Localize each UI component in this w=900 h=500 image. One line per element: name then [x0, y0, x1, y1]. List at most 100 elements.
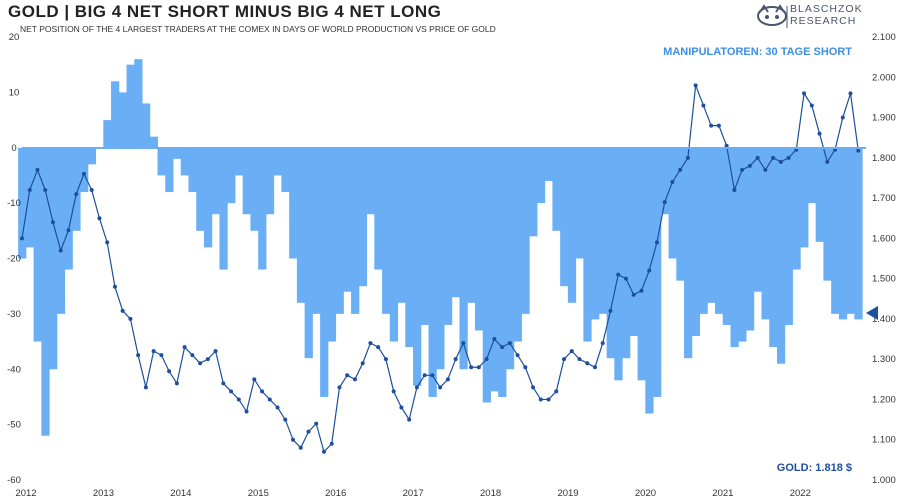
- area-bar: [142, 103, 151, 148]
- gold-price-point: [159, 353, 164, 358]
- gold-price-point: [817, 131, 822, 136]
- gold-price-point: [778, 159, 783, 164]
- area-bar: [188, 147, 197, 193]
- left-tick-label: 10: [9, 87, 20, 98]
- area-bar: [389, 147, 399, 342]
- right-tick-label: 1.800: [872, 153, 896, 164]
- area-bar: [467, 147, 476, 303]
- area-bar: [753, 147, 762, 292]
- gold-price-point: [182, 345, 187, 350]
- area-bar: [614, 147, 623, 381]
- x-tick-label: 2013: [93, 488, 114, 499]
- gold-price-point: [81, 171, 86, 176]
- gold-price-point: [740, 167, 745, 172]
- right-y-axis: 2.100 2.000 1.900 1.800 1.700 1.600 1.500 1.400…: [872, 32, 896, 486]
- gold-price-point: [190, 353, 195, 358]
- area-bar: [289, 147, 298, 259]
- gold-price-point: [120, 308, 125, 313]
- area-bar: [312, 147, 321, 314]
- x-tick-label: 2018: [480, 488, 501, 499]
- right-tick-label: 1.500: [872, 274, 896, 285]
- net-position-area-series: [18, 59, 863, 436]
- gold-price-point: [763, 167, 768, 172]
- area-bar: [529, 147, 538, 237]
- gold-price-point: [577, 357, 582, 362]
- gold-price-point: [151, 349, 156, 354]
- area-bar: [134, 59, 143, 148]
- gold-price-point: [66, 228, 71, 233]
- area-bar: [49, 147, 58, 370]
- gold-price-point: [414, 385, 419, 390]
- area-bar: [265, 147, 275, 215]
- gold-price-point: [685, 155, 690, 160]
- area-bar: [436, 147, 445, 370]
- gold-price-point: [128, 316, 133, 321]
- area-bar: [482, 147, 491, 403]
- left-tick-label: 0: [11, 143, 16, 154]
- gold-price-point: [213, 349, 218, 354]
- gold-price-point: [631, 292, 636, 297]
- gold-price-point: [360, 361, 365, 366]
- area-bar: [420, 147, 430, 325]
- chart-title: GOLD | BIG 4 NET SHORT MINUS BIG 4 NET L…: [8, 2, 442, 21]
- area-bar: [691, 147, 701, 337]
- area-bar: [769, 147, 778, 348]
- gold-price-point: [105, 240, 110, 245]
- area-bar: [722, 147, 731, 325]
- left-tick-label: -30: [7, 309, 21, 320]
- area-bar: [351, 147, 360, 314]
- area-bar: [165, 147, 174, 193]
- area-bar: [567, 147, 577, 303]
- right-tick-label: 2.000: [872, 72, 896, 83]
- right-tick-label: 1.700: [872, 193, 896, 204]
- area-bar: [444, 147, 453, 325]
- brand-line-1: BLASCHZOK: [790, 3, 863, 15]
- gold-price-point: [755, 155, 760, 160]
- gold-price-point: [399, 405, 404, 410]
- current-level-marker: [866, 306, 878, 320]
- area-bar: [343, 147, 352, 292]
- gold-price-point: [585, 361, 590, 366]
- area-bar: [776, 147, 786, 364]
- area-bar: [846, 147, 855, 314]
- gold-price-point: [50, 220, 55, 225]
- gold-price-point: [709, 123, 714, 128]
- left-tick-label: -60: [7, 475, 21, 486]
- right-tick-label: 1.200: [872, 394, 896, 405]
- left-tick-label: -10: [7, 198, 21, 209]
- area-bar: [629, 147, 639, 337]
- gold-price-point: [484, 357, 489, 362]
- gold-price-point: [252, 377, 257, 382]
- right-tick-label: 1.600: [872, 233, 896, 244]
- area-bar: [296, 147, 306, 303]
- gold-price-point: [291, 437, 296, 442]
- gold-price-point: [244, 409, 249, 414]
- gold-price-point: [701, 103, 706, 108]
- area-bar: [211, 147, 220, 215]
- area-bar: [583, 147, 592, 342]
- area-bar: [234, 147, 244, 176]
- area-bar: [320, 147, 329, 397]
- x-tick-label: 2019: [557, 488, 578, 499]
- area-bar: [544, 147, 553, 181]
- right-tick-label: 1.100: [872, 435, 896, 446]
- area-bar: [219, 147, 228, 270]
- gold-price-point: [383, 357, 388, 362]
- bull-bear-icon: [757, 4, 788, 28]
- gold-price-point: [43, 188, 48, 193]
- x-tick-label: 2022: [790, 488, 811, 499]
- gold-price-point: [205, 357, 210, 362]
- gold-price-point: [507, 341, 512, 346]
- brand-line-2: RESEARCH: [790, 15, 857, 27]
- area-bar: [258, 147, 267, 270]
- area-bar: [281, 147, 290, 193]
- right-tick-label: 1.900: [872, 113, 896, 124]
- gold-price-point: [27, 188, 32, 193]
- area-bar: [761, 147, 770, 320]
- gold-price-line-series: [20, 83, 861, 454]
- area-bar: [374, 147, 383, 270]
- gold-price-point: [74, 192, 79, 197]
- area-bar: [56, 147, 66, 314]
- area-bar: [397, 147, 406, 303]
